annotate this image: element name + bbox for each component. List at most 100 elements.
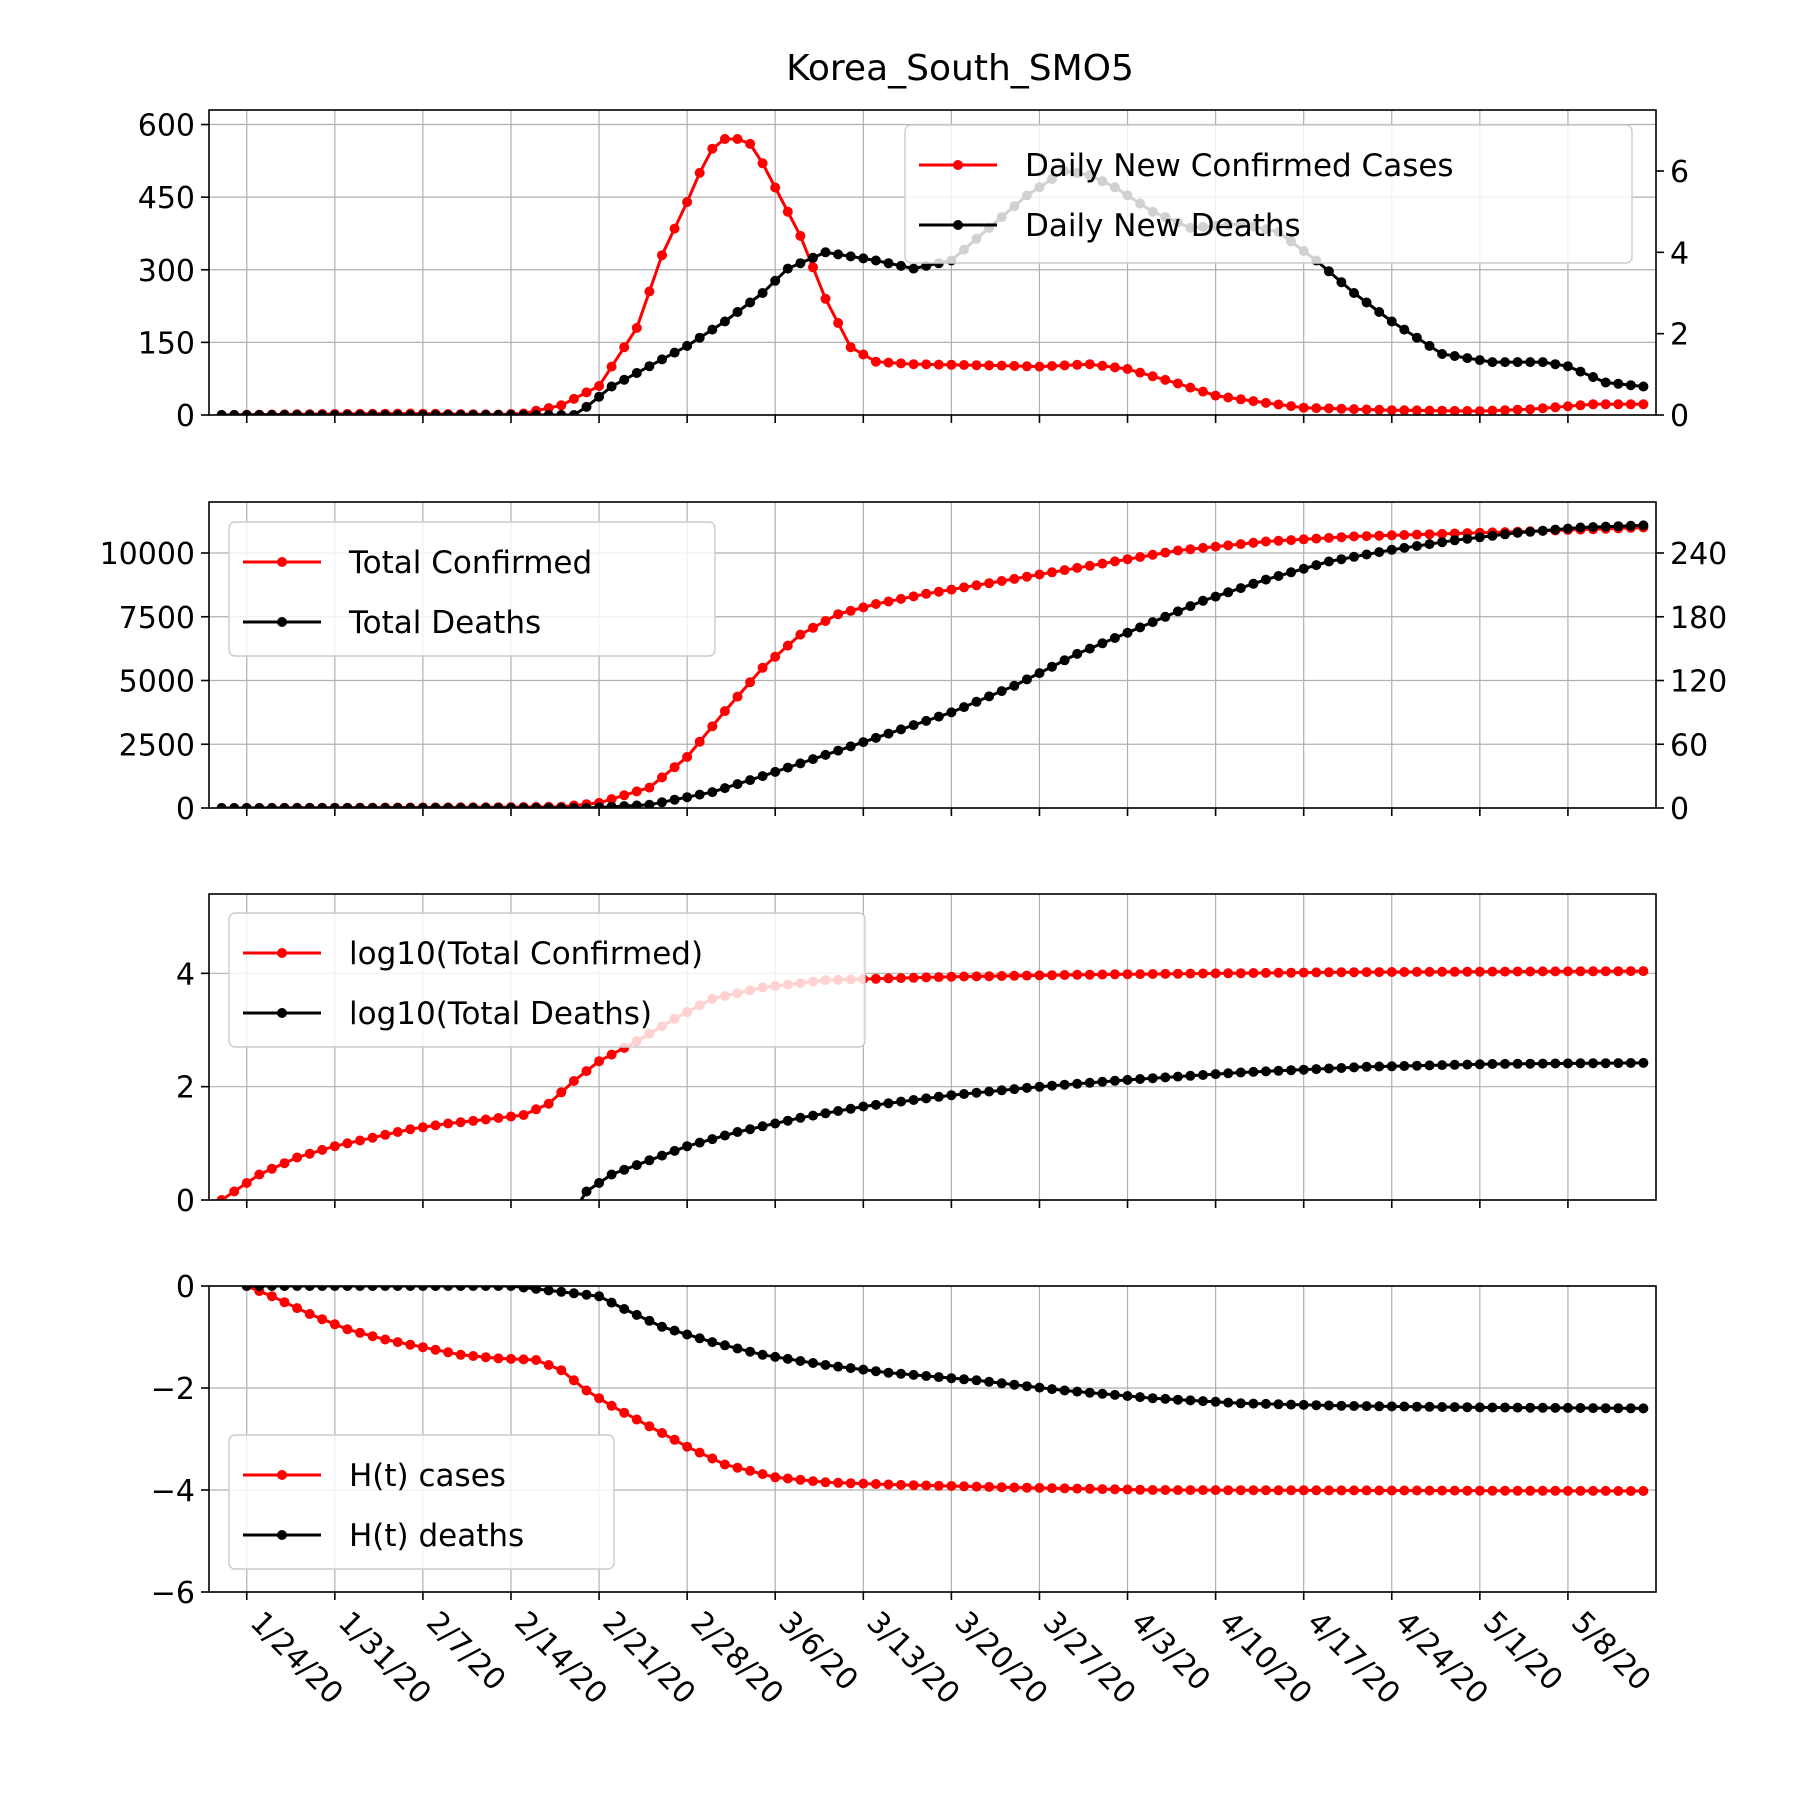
series-h-t-cases-point [380, 1334, 391, 1345]
series-daily-new-deaths-point [543, 410, 554, 415]
series-h-t-cases-point [984, 1481, 995, 1492]
series-h-t-deaths-point [493, 1286, 504, 1291]
series-h-t-cases-point [1298, 1485, 1309, 1496]
series-daily-new-confirmed-cases-point [984, 360, 995, 371]
series-log10-total-confirmed-point [1021, 970, 1032, 981]
series-daily-new-confirmed-cases-point [1198, 386, 1208, 397]
series-h-t-cases-point [392, 1337, 403, 1348]
series-log10-total-confirmed-point [455, 1117, 466, 1128]
series-daily-new-deaths-point [329, 410, 340, 415]
series-h-t-cases-point [1474, 1485, 1485, 1496]
series-h-t-cases-point [870, 1479, 881, 1489]
series-daily-new-deaths-point [858, 253, 869, 264]
series-h-t-deaths-point [707, 1337, 718, 1348]
series-daily-new-confirmed-cases-point [921, 359, 932, 370]
series-daily-new-deaths-point [1374, 307, 1385, 317]
series-total-deaths-point [1009, 680, 1020, 691]
legend-item-log10-total-confirmed-label: log10(Total Confirmed) [349, 936, 703, 972]
series-h-t-deaths-point [1223, 1397, 1234, 1408]
legend-frame [228, 1434, 615, 1570]
series-total-confirmed-point [707, 721, 718, 732]
series-log10-total-confirmed-point [480, 1114, 491, 1125]
series-h-t-deaths-point [657, 1321, 667, 1332]
series-h-t-cases-point [1386, 1485, 1397, 1496]
series-daily-new-confirmed-cases-point [996, 360, 1007, 371]
plot-area [216, 966, 1649, 1200]
series-total-confirmed-point [971, 580, 982, 591]
series-daily-new-deaths-point [355, 410, 365, 415]
series-total-confirmed-point [1210, 541, 1221, 552]
series-log10-total-confirmed-point [1474, 966, 1485, 977]
series-total-deaths-point [342, 803, 353, 808]
series-log10-total-deaths-point [820, 1108, 831, 1119]
series-log10-total-confirmed-point [959, 971, 969, 982]
legend-item-daily-new-deaths-marker [953, 220, 963, 230]
series-daily-new-confirmed-cases-point [1260, 397, 1271, 408]
series-log10-total-confirmed-point [1248, 968, 1259, 978]
series-h-t-deaths-point [568, 1288, 579, 1299]
series-log10-total-confirmed-point [468, 1115, 479, 1126]
series-h-t-cases-point [317, 1314, 328, 1325]
series-daily-new-confirmed-cases-point [1437, 405, 1448, 415]
series-log10-total-deaths-point [1562, 1058, 1573, 1069]
series-log10-total-confirmed-point [355, 1135, 365, 1146]
series-log10-total-deaths-point [682, 1141, 693, 1152]
series-total-deaths-point [707, 787, 718, 798]
series-daily-new-deaths-point [1625, 380, 1636, 391]
series-h-t-cases-point [1625, 1486, 1636, 1496]
series-daily-new-confirmed-cases-point [1072, 359, 1083, 370]
y-left-tick-label: 0 [176, 792, 195, 827]
series-log10-total-confirmed-point [1034, 970, 1045, 981]
series-total-deaths-point [229, 803, 240, 808]
series-h-t-cases-point [833, 1477, 844, 1488]
series-total-deaths-point [996, 686, 1007, 697]
series-log10-total-deaths-line [579, 1061, 1644, 1200]
series-h-t-deaths-point [858, 1364, 869, 1375]
plot-area [216, 134, 1649, 415]
legend-item-daily-new-deaths: Daily New Deaths [919, 208, 1301, 244]
series-log10-total-deaths-point [631, 1160, 642, 1171]
series-daily-new-confirmed-cases-point [1311, 403, 1322, 414]
legend-item-daily-new-confirmed-cases: Daily New Confirmed Cases [919, 148, 1454, 184]
series-daily-new-deaths-point [1424, 340, 1435, 351]
series-total-confirmed-point [770, 651, 781, 662]
series-log10-total-confirmed-point [1500, 966, 1510, 977]
series-h-t-cases-point [1286, 1485, 1297, 1496]
series-h-t-deaths-point [594, 1291, 605, 1302]
series-log10-total-deaths-point [757, 1121, 768, 1132]
series-daily-new-deaths-point [342, 410, 353, 415]
series-daily-new-deaths-point [1474, 355, 1485, 366]
series-total-confirmed-point [619, 790, 630, 801]
series-total-deaths-point [1160, 611, 1171, 622]
series-h-t-deaths-point [1084, 1387, 1095, 1398]
legend: Daily New Confirmed Cases Daily New Death… [904, 124, 1633, 264]
series-total-deaths-point [430, 803, 441, 808]
series-total-deaths-point [845, 741, 856, 752]
series-h-t-deaths-point [1135, 1392, 1146, 1403]
series-total-confirmed-point [946, 584, 957, 595]
series-daily-new-deaths-point [392, 410, 403, 415]
series-h-t-cases-point [1449, 1485, 1460, 1496]
series-total-confirmed-point [1122, 554, 1133, 565]
series-total-deaths-point [1323, 556, 1334, 567]
series-log10-total-confirmed-point [606, 1049, 617, 1060]
y-left-tick-label: 0 [176, 1184, 195, 1219]
series-total-deaths-point [493, 803, 504, 808]
series-total-deaths-point [745, 775, 756, 786]
series-log10-total-deaths-point [1286, 1065, 1297, 1076]
series-log10-total-confirmed-point [1311, 967, 1322, 978]
series-log10-total-deaths-point [745, 1124, 756, 1135]
series-log10-total-confirmed-point [518, 1110, 529, 1120]
series-log10-total-deaths-point [719, 1130, 730, 1141]
series-log10-total-confirmed-point [1047, 970, 1057, 981]
series-log10-total-confirmed-point [971, 971, 982, 982]
series-total-confirmed-point [1034, 569, 1045, 580]
series-daily-new-confirmed-cases-point [619, 342, 630, 353]
series-h-t-deaths-point [367, 1286, 378, 1291]
series-daily-new-deaths-point [430, 410, 441, 415]
series-total-deaths-point [619, 801, 630, 808]
y-left-tick-label: 7500 [119, 601, 195, 636]
series-h-t-deaths-point [719, 1340, 730, 1351]
series-daily-new-deaths-point [1550, 359, 1561, 370]
